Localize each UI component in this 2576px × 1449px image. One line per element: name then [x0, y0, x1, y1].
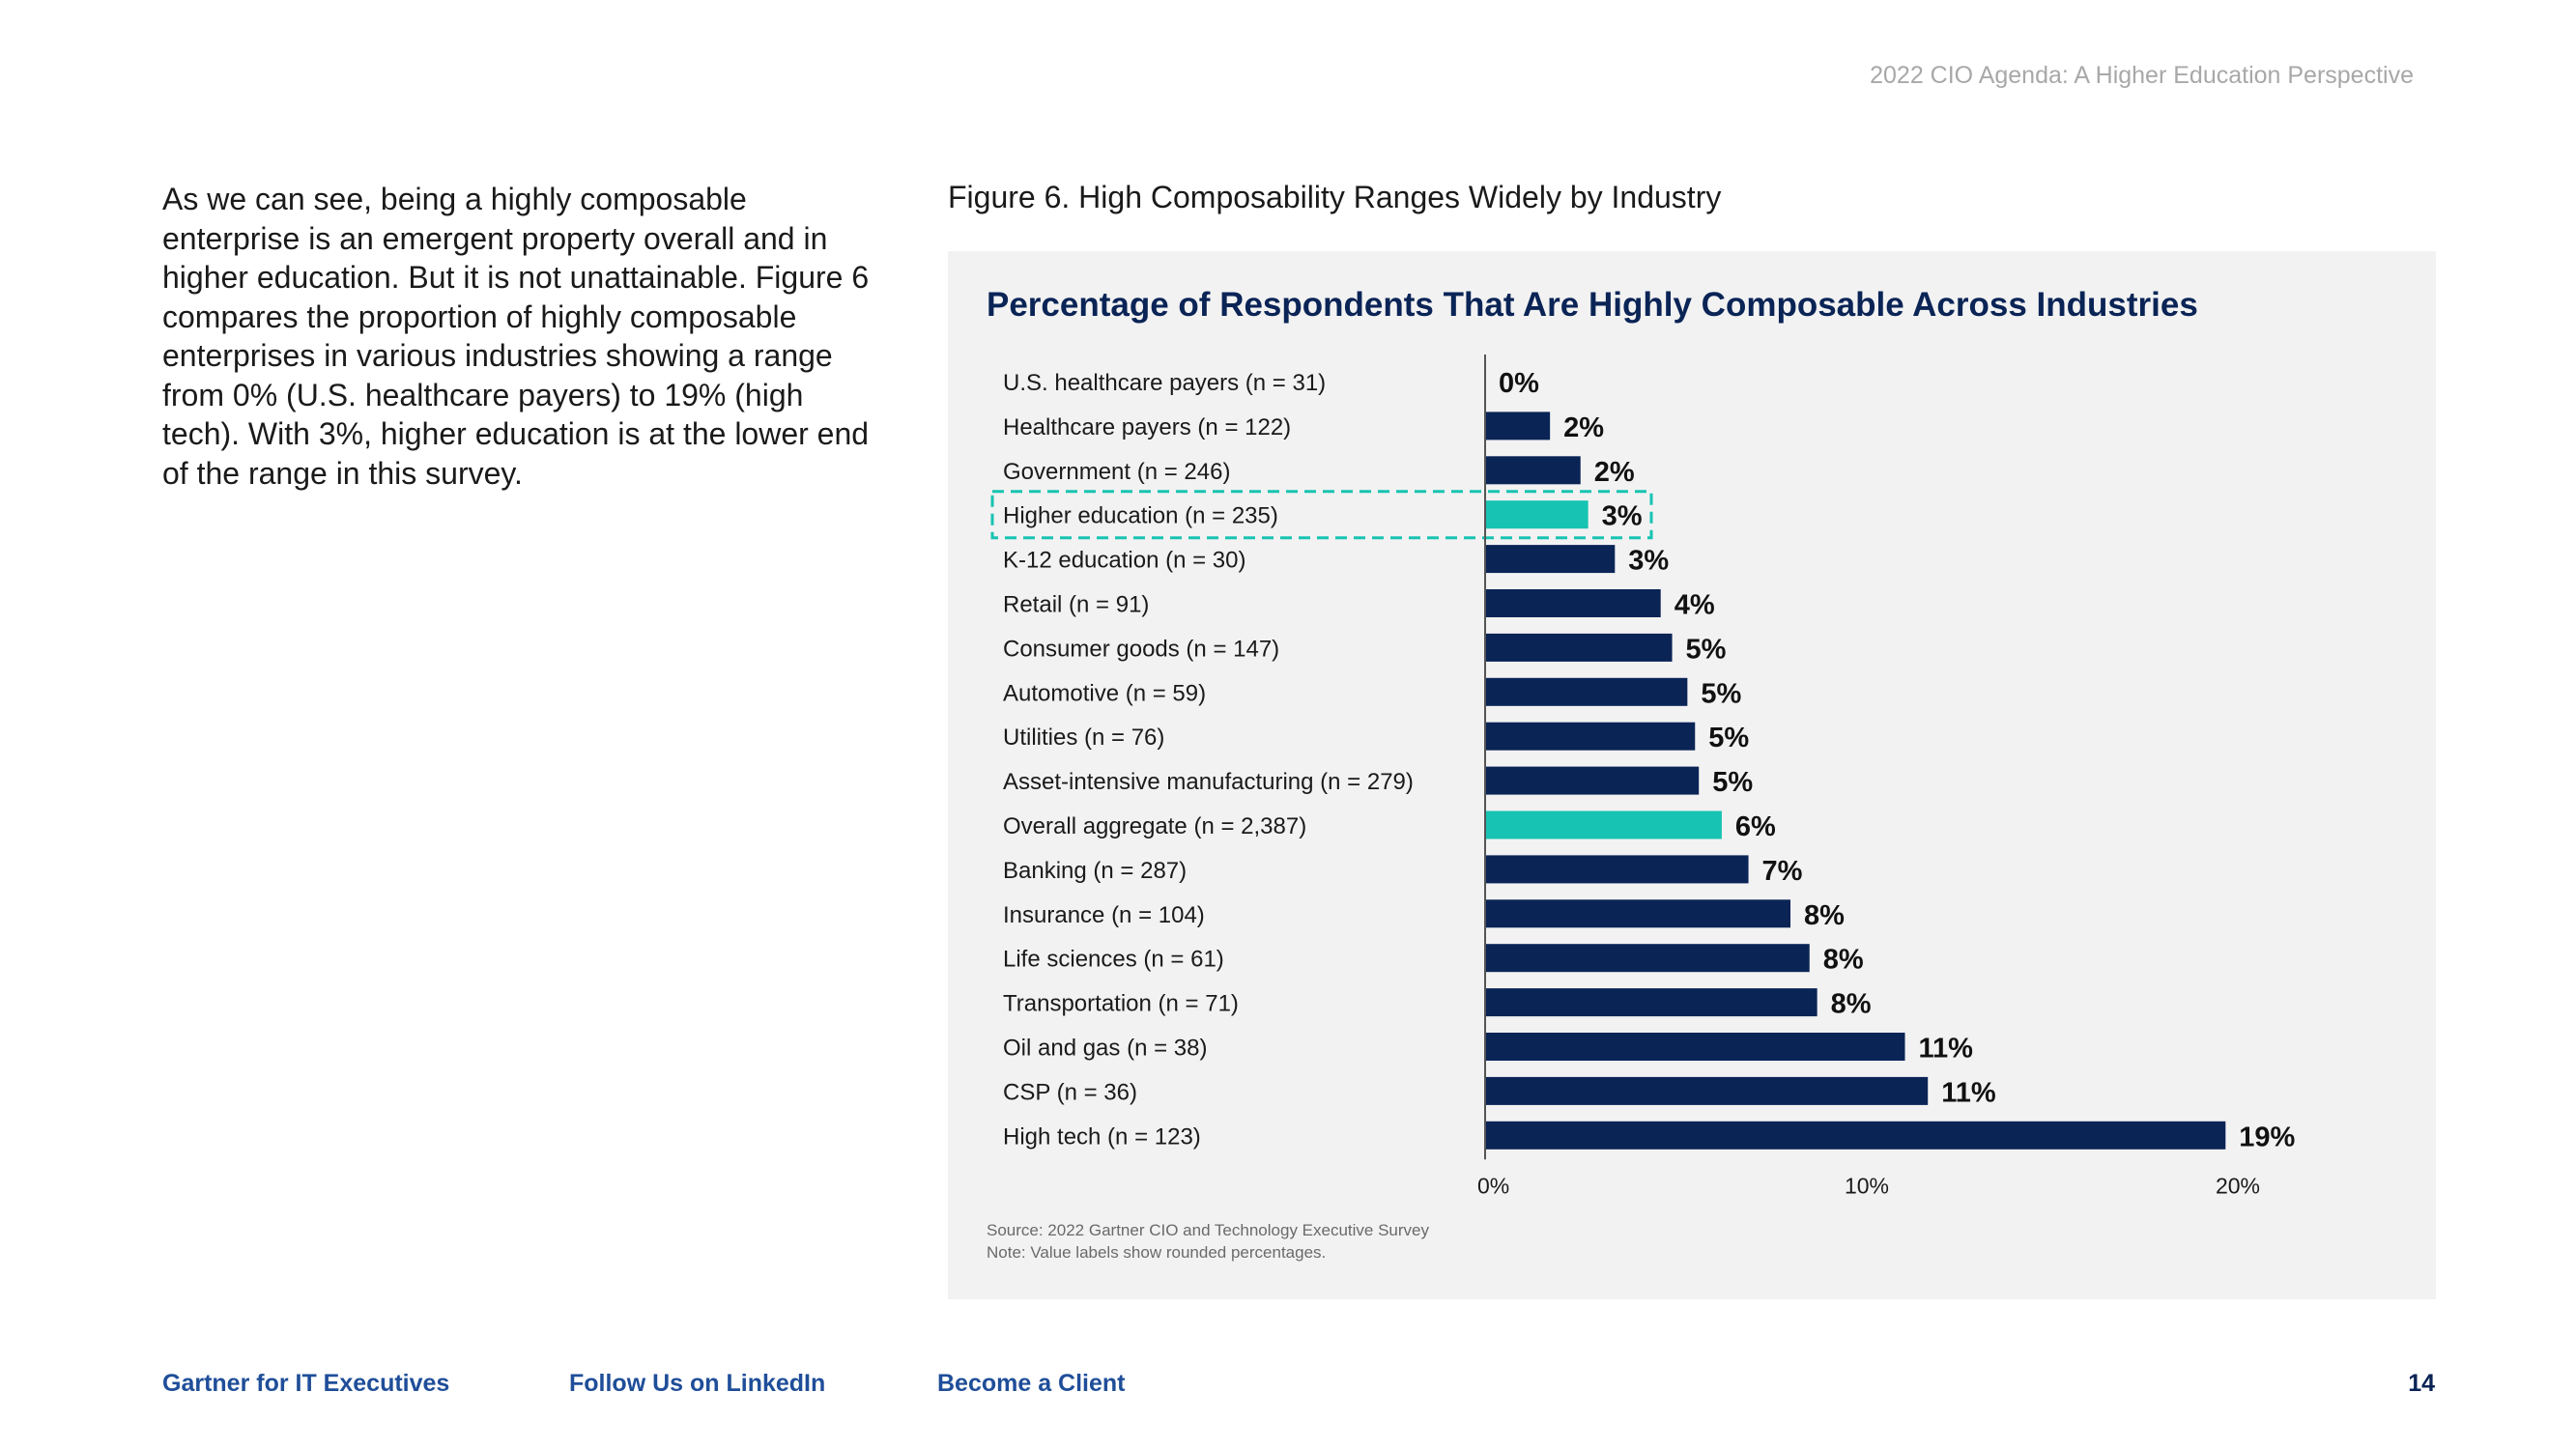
footer-link-gartner-it-executives[interactable]: Gartner for IT Executives: [162, 1370, 450, 1397]
category-label: Utilities (n = 76): [1003, 724, 1164, 751]
value-label: 11%: [1941, 1077, 1996, 1108]
bar: [1485, 766, 1700, 795]
bar: [1485, 810, 1722, 839]
bar: [1485, 456, 1581, 485]
bar: [1485, 1033, 1905, 1061]
bar: [1485, 677, 1688, 706]
value-label: 3%: [1628, 546, 1669, 577]
value-label: 8%: [1823, 945, 1864, 976]
bar: [1485, 1076, 1929, 1105]
value-label: 8%: [1831, 989, 1872, 1020]
category-label: Healthcare payers (n = 122): [1003, 414, 1291, 440]
bar: [1485, 589, 1661, 617]
document-header-title: 2022 CIO Agenda: A Higher Education Pers…: [1870, 62, 2414, 89]
page-number: 14: [2408, 1370, 2435, 1397]
category-label: Transportation (n = 71): [1003, 991, 1239, 1017]
x-tick-label: 10%: [1845, 1173, 1889, 1198]
value-label: 8%: [1804, 900, 1845, 931]
chart-panel: Percentage of Respondents That Are Highl…: [948, 251, 2436, 1299]
bar: [1485, 412, 1551, 440]
chart-source-notes: Source: 2022 Gartner CIO and Technology …: [987, 1219, 1429, 1264]
chart-title: Percentage of Respondents That Are Highl…: [987, 286, 2198, 324]
x-tick-label: 20%: [2216, 1173, 2260, 1198]
value-label: 19%: [2239, 1122, 2295, 1152]
bar: [1485, 944, 1810, 973]
bar: [1485, 1121, 2226, 1150]
value-label: 11%: [1919, 1034, 1974, 1065]
category-label: Insurance (n = 104): [1003, 902, 1205, 928]
bar: [1485, 633, 1673, 662]
intro-paragraph: As we can see, being a highly composable…: [162, 182, 870, 491]
value-label: 3%: [1602, 501, 1643, 532]
value-label: 5%: [1701, 678, 1741, 709]
value-label: 7%: [1762, 856, 1803, 887]
category-label: Government (n = 246): [1003, 459, 1230, 485]
category-label: U.S. healthcare payers (n = 31): [1003, 370, 1326, 396]
category-label: Overall aggregate (n = 2,387): [1003, 813, 1306, 839]
category-label: Asset-intensive manufacturing (n = 279): [1003, 769, 1414, 795]
category-label: Automotive (n = 59): [1003, 680, 1206, 706]
value-label: 4%: [1674, 590, 1715, 621]
bar: [1485, 855, 1749, 884]
bar: [1485, 722, 1696, 751]
bar: [1485, 899, 1790, 928]
highlight-box: [990, 490, 1653, 540]
bar: [1485, 545, 1616, 574]
chart-source: Source: 2022 Gartner CIO and Technology …: [987, 1221, 1429, 1239]
value-label: 5%: [1686, 634, 1727, 665]
bar-chart: U.S. healthcare payers (n = 31) 0% Healthc…: [990, 355, 2296, 1198]
chart-note: Note: Value labels show rounded percenta…: [987, 1243, 1327, 1262]
category-label: Higher education (n = 235): [1003, 503, 1278, 529]
value-label: 5%: [1708, 723, 1749, 753]
value-label: 6%: [1735, 811, 1776, 842]
category-label: Oil and gas (n = 38): [1003, 1036, 1207, 1062]
value-label: 2%: [1563, 412, 1604, 443]
footer-link-linkedin[interactable]: Follow Us on LinkedIn: [569, 1370, 826, 1397]
figure-caption: Figure 6. High Composability Ranges Wide…: [948, 180, 1722, 214]
value-label: 0%: [1499, 368, 1539, 399]
bar: [1485, 500, 1589, 529]
category-label: K-12 education (n = 30): [1003, 548, 1246, 574]
x-tick-label: 0%: [1477, 1173, 1509, 1198]
category-label: Life sciences (n = 61): [1003, 947, 1224, 973]
category-label: CSP (n = 36): [1003, 1079, 1137, 1105]
value-label: 5%: [1712, 767, 1753, 798]
footer-link-become-client[interactable]: Become a Client: [937, 1370, 1126, 1397]
category-label: Consumer goods (n = 147): [1003, 636, 1279, 662]
value-label: 2%: [1594, 457, 1635, 488]
category-label: High tech (n = 123): [1003, 1123, 1201, 1150]
bar: [1485, 988, 1818, 1017]
category-label: Banking (n = 287): [1003, 858, 1187, 884]
category-label: Retail (n = 91): [1003, 592, 1149, 618]
